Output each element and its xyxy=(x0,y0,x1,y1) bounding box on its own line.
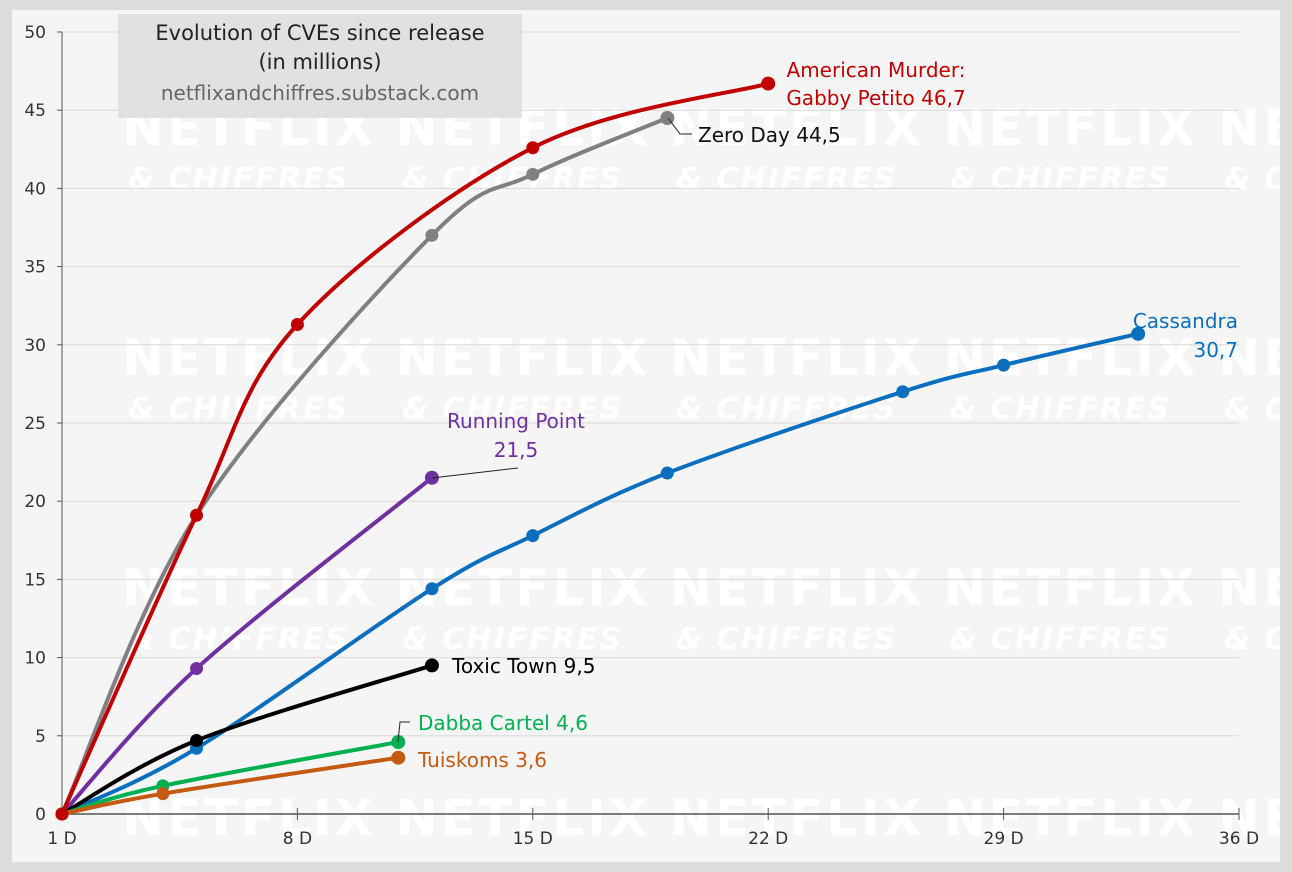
y-tick-label: 35 xyxy=(24,258,46,278)
watermark-text: NETFLIX xyxy=(1218,329,1280,387)
series-line-cassandra xyxy=(60,331,1141,816)
data-point xyxy=(526,167,540,181)
x-tick-label: 15 D xyxy=(513,829,553,849)
data-point xyxy=(660,466,674,480)
watermark-text: NETFLIX xyxy=(944,99,1198,157)
series-label-dabba-cartel: Dabba Cartel 4,6 xyxy=(418,711,588,735)
watermark-layer: NETFLIX & CHIFFRES NETFLIX & CHIFFRES NETFLI… xyxy=(122,99,1280,847)
y-tick-label: 20 xyxy=(24,492,46,512)
watermark-text: & CHIFFRES xyxy=(676,162,897,197)
series-label-toxic-town: Toxic Town 9,5 xyxy=(451,654,595,678)
series-label-zero-day: Zero Day 44,5 xyxy=(698,123,841,147)
data-point xyxy=(1131,326,1146,341)
title-background xyxy=(118,14,522,118)
data-point xyxy=(424,658,439,673)
watermark-text: & CHIFFRES xyxy=(676,392,897,427)
y-tick-label: 5 xyxy=(35,727,46,747)
data-point xyxy=(290,317,304,331)
watermark-text: & CHIFFRES xyxy=(128,162,349,197)
chart-title-line-1: Evolution of CVEs since release xyxy=(155,21,484,45)
y-tick-label: 40 xyxy=(24,179,46,199)
x-tick-label: 1 D xyxy=(47,829,76,849)
watermark-text: NETFLIX xyxy=(1218,789,1280,847)
watermark-text: NETFLIX xyxy=(670,99,924,157)
series-line-dabba-cartel xyxy=(60,740,401,816)
y-tick-label: 45 xyxy=(24,101,46,121)
leader-line xyxy=(397,721,410,743)
series-label-running-point: Running Point xyxy=(447,409,585,433)
line-chart: NETFLIX & CHIFFRES NETFLIX & CHIFFRES NETFLI… xyxy=(24,14,1280,849)
series-label-cassandra: 30,7 xyxy=(1193,338,1238,362)
leader-line xyxy=(431,467,519,479)
chart-frame: NETFLIX & CHIFFRES NETFLIX & CHIFFRES NETFLI… xyxy=(12,10,1280,862)
watermark-text: & CHIFFRES xyxy=(128,622,349,657)
title-box: Evolution of CVEs since release (in mill… xyxy=(118,14,522,118)
y-tick-label: 30 xyxy=(24,336,46,356)
watermark-text: & CHIFFRES xyxy=(402,162,623,197)
watermark-text: & CHIFFRES xyxy=(950,622,1171,657)
watermark-text: NETFLIX xyxy=(944,789,1198,847)
leader-line xyxy=(667,117,692,135)
watermark-text: & CHIFFRES xyxy=(1224,622,1280,657)
series-line-tuiskoms xyxy=(60,755,401,816)
x-tick-label: 29 D xyxy=(984,829,1024,849)
y-tick-label: 25 xyxy=(24,414,46,434)
watermark-text: NETFLIX xyxy=(396,329,650,387)
data-point xyxy=(190,662,204,676)
data-point xyxy=(526,141,540,155)
data-point xyxy=(156,787,170,801)
series-label-american-murder-gabby-petito: American Murder: xyxy=(787,58,966,82)
watermark-text: NETFLIX xyxy=(670,559,924,617)
chart-title-line-2: (in millions) xyxy=(258,50,381,74)
data-point xyxy=(761,76,776,91)
watermark-text: NETFLIX xyxy=(1218,99,1280,157)
watermark-text: & CHIFFRES xyxy=(950,162,1171,197)
watermark-text: & CHIFFRES xyxy=(676,622,897,657)
series-layer xyxy=(55,76,1146,821)
y-tick-label: 15 xyxy=(24,570,46,590)
y-tick-label: 0 xyxy=(35,805,46,825)
watermark-text: & CHIFFRES xyxy=(402,622,623,657)
data-point xyxy=(391,750,406,765)
watermark-text: NETFLIX xyxy=(122,559,376,617)
data-point xyxy=(425,228,439,242)
series-labels: American Murder: Gabby Petito 46,7 Zero Da… xyxy=(397,58,1238,772)
data-point xyxy=(424,470,439,485)
x-tick-label: 36 D xyxy=(1219,829,1259,849)
axes: 0 5 10 15 20 25 30 35 40 45 50 1 D 8 D 15 D 22 D 29 D 36… xyxy=(24,23,1259,849)
y-tick-label: 10 xyxy=(24,649,46,669)
data-point xyxy=(425,582,439,596)
watermark-text: & CHIFFRES xyxy=(1224,162,1280,197)
watermark-text: NETFLIX xyxy=(944,329,1198,387)
data-point xyxy=(391,735,406,750)
y-tick-label: 50 xyxy=(24,23,46,43)
watermark-text: NETFLIX xyxy=(670,789,924,847)
watermark-text: NETFLIX xyxy=(670,329,924,387)
data-point xyxy=(896,385,910,399)
data-point xyxy=(997,358,1011,372)
series-american-murder-gabby-petito xyxy=(55,76,776,821)
watermark-text: & CHIFFRES xyxy=(402,392,623,427)
watermark-text: NETFLIX xyxy=(1218,559,1280,617)
series-label-tuiskoms: Tuiskoms 3,6 xyxy=(417,748,547,772)
watermark-text: NETFLIX xyxy=(396,789,650,847)
watermark-text: & CHIFFRES xyxy=(1224,392,1280,427)
chart-subtitle: netflixandchiffres.substack.com xyxy=(161,81,479,105)
x-tick-label: 22 D xyxy=(748,829,788,849)
data-point xyxy=(190,508,204,522)
watermark-text: & CHIFFRES xyxy=(950,392,1171,427)
watermark-text: NETFLIX xyxy=(122,329,376,387)
series-line-running-point xyxy=(60,475,434,816)
series-label-cassandra: Cassandra xyxy=(1133,309,1238,333)
watermark-text: NETFLIX xyxy=(944,559,1198,617)
series-label-running-point: 21,5 xyxy=(494,438,539,462)
x-tick-label: 8 D xyxy=(283,829,312,849)
series-line-zero-day xyxy=(60,116,670,816)
data-point xyxy=(526,529,540,543)
data-point xyxy=(190,733,204,747)
series-line-toxic-town xyxy=(60,663,434,816)
series-label-american-murder-gabby-petito: Gabby Petito 46,7 xyxy=(786,86,965,110)
data-point xyxy=(55,807,69,821)
